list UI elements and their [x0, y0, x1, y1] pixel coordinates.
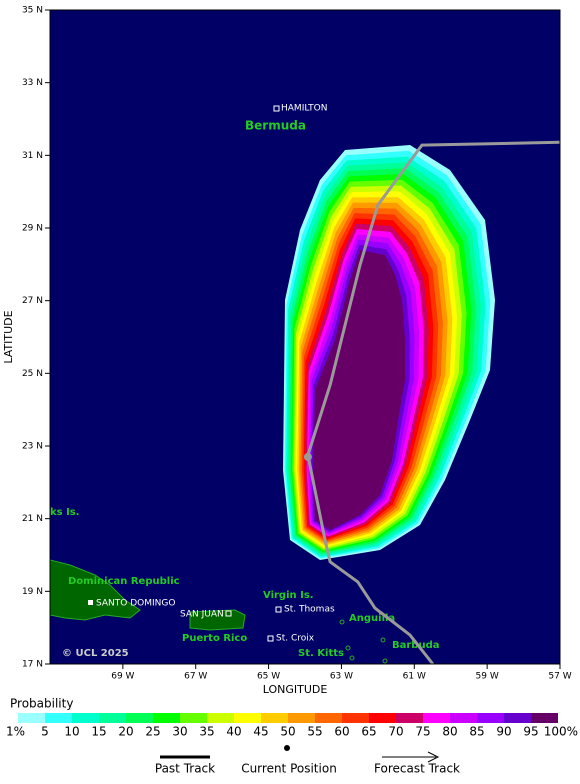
current-position-key	[284, 745, 290, 751]
place-label: Dominican Republic	[68, 576, 180, 587]
legend-swatch	[315, 713, 342, 723]
legend-swatch	[531, 713, 558, 723]
x-tick-label: 59 W	[476, 672, 499, 682]
legend-label: 5	[41, 725, 49, 739]
x-tick-label: 63 W	[330, 672, 353, 682]
legend-label: 20	[118, 725, 133, 739]
city-marker	[88, 600, 93, 605]
place-label: Bermuda	[245, 119, 306, 133]
city-label: SANTO DOMINGO	[96, 599, 175, 609]
legend-label: 90	[496, 725, 511, 739]
legend-swatch	[504, 713, 531, 723]
legend-label: 85	[469, 725, 484, 739]
y-tick-label: 29 N	[22, 224, 43, 234]
legend-swatch	[180, 713, 207, 723]
y-tick-label: 31 N	[22, 151, 43, 161]
x-tick-label: 67 W	[184, 672, 207, 682]
legend-label: 100%	[544, 725, 578, 739]
place-label: Anguilla	[349, 613, 395, 624]
legend-swatch	[72, 713, 99, 723]
city-marker	[275, 606, 282, 613]
track-layer	[303, 140, 560, 664]
place-label: Virgin Is.	[263, 590, 314, 601]
legend-label: 95	[523, 725, 538, 739]
y-tick-label: 33 N	[22, 78, 43, 88]
legend-label: 30	[172, 725, 187, 739]
forecast-track-key	[382, 751, 440, 763]
x-tick-label: 57 W	[548, 672, 571, 682]
legend-title: Probability	[10, 697, 73, 711]
y-tick-label: 35 N	[22, 6, 43, 16]
legend-swatch	[450, 713, 477, 723]
legend: 1% 5 10 15 20 25 30 35 40 45 50 55 60 65 70 75 80 85 90 95 1…	[6, 713, 578, 739]
legend-swatch	[45, 713, 72, 723]
legend-label: 75	[415, 725, 430, 739]
x-axis-title: LONGITUDE	[263, 683, 328, 696]
legend-swatch	[234, 713, 261, 723]
legend-swatch	[423, 713, 450, 723]
legend-label: Forecast Track	[374, 762, 460, 776]
legend-swatch	[477, 713, 504, 723]
legend-label: 55	[307, 725, 322, 739]
place-label: Barbuda	[392, 640, 440, 651]
x-tick-label: 69 W	[111, 672, 134, 682]
legend-label: 50	[280, 725, 295, 739]
y-tick-label: 19 N	[22, 587, 43, 597]
track-line	[306, 140, 560, 664]
probability-field	[283, 145, 495, 560]
city-marker	[273, 105, 280, 112]
legend-swatch	[18, 713, 45, 723]
y-tick-label: 17 N	[22, 660, 43, 670]
legend-label: 10	[64, 725, 79, 739]
legend-swatch	[342, 713, 369, 723]
city-marker	[225, 610, 232, 617]
plot-frame	[49, 9, 561, 665]
legend-label: 80	[442, 725, 457, 739]
city-marker	[267, 635, 274, 642]
y-axis-title: LATITUDE	[2, 310, 15, 363]
y-tick-label: 25 N	[22, 369, 43, 379]
legend-label: 45	[253, 725, 268, 739]
copyright: © UCL 2025	[62, 648, 129, 659]
legend-swatch	[396, 713, 423, 723]
place-label: ks Is.	[50, 507, 80, 518]
legend-label: 70	[388, 725, 403, 739]
place-label: St. Kitts	[298, 648, 344, 659]
y-tick-label: 27 N	[22, 296, 43, 306]
y-tick-label: 23 N	[22, 442, 43, 452]
current-position	[303, 452, 312, 461]
legend-swatch	[153, 713, 180, 723]
legend-label: 15	[91, 725, 106, 739]
legend-label: 1%	[6, 725, 25, 739]
legend-label: 25	[145, 725, 160, 739]
place-label: Puerto Rico	[182, 633, 247, 644]
city-label: HAMILTON	[281, 104, 327, 114]
city-label: SAN JUAN	[180, 610, 224, 620]
x-tick-label: 61 W	[403, 672, 426, 682]
legend-swatch	[369, 713, 396, 723]
legend-label: Past Track	[155, 762, 215, 776]
legend-swatch	[126, 713, 153, 723]
city-label: St. Thomas	[284, 605, 335, 615]
y-tick-label: 21 N	[22, 514, 43, 524]
legend-swatch	[261, 713, 288, 723]
legend-label: 40	[226, 725, 241, 739]
legend-label: 60	[334, 725, 349, 739]
legend-swatch	[288, 713, 315, 723]
legend-label: 35	[199, 725, 214, 739]
legend-swatch	[207, 713, 234, 723]
probability-contour	[313, 250, 405, 530]
legend-label: 65	[361, 725, 376, 739]
legend-label: Current Position	[241, 762, 337, 776]
x-tick-label: 65 W	[257, 672, 280, 682]
legend-swatch	[99, 713, 126, 723]
city-label: St. Croix	[276, 634, 315, 644]
